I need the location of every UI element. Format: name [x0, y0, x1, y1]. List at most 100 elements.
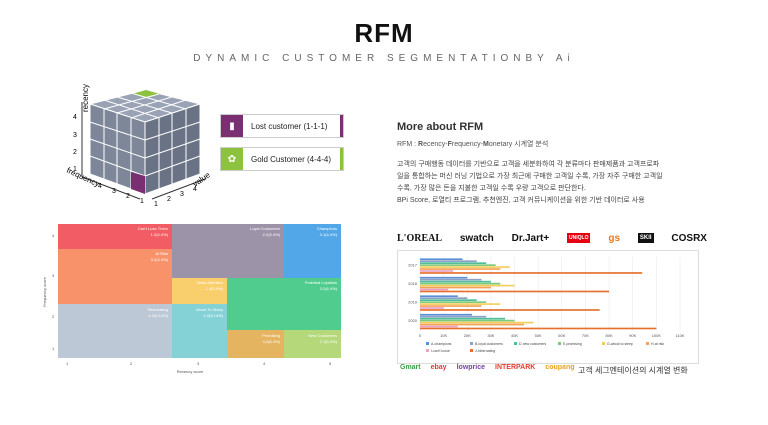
bar-j-hibernating [420, 290, 610, 293]
treemap-xlabel: Recency score [177, 369, 204, 374]
legend-label: H-at risk [651, 342, 664, 346]
bar-b-loyal-customers [420, 260, 477, 263]
logo-interpark: INTERPARK [495, 364, 536, 371]
y-category-label: 2017 [408, 263, 418, 268]
x-tick-label: 80K [606, 333, 613, 338]
value-tick: 2 [167, 196, 171, 203]
segment-pct: 3.2(4.4%) [151, 257, 169, 262]
frequency-tick: 2 [126, 193, 130, 200]
bar-b-loyal-customers [420, 297, 468, 300]
bar-j-hibernating [420, 272, 643, 274]
segment-pct: 4.2(6.4%) [263, 339, 281, 344]
segment-name: Promising [262, 333, 280, 338]
info-panel: More about RFM RFM : Recency-Frequency-M… [397, 121, 727, 207]
segment-cant-lose [58, 224, 172, 249]
x-tick-label: 0 [419, 333, 422, 338]
segment-pct: 3.2(6.4%) [320, 286, 338, 291]
segment-pct: 4.2(6.14%) [148, 313, 168, 318]
treemap-xtick: 1 [66, 361, 69, 366]
segment-pct: 4.2(8.14%) [203, 313, 223, 318]
bar-h-at-risk [420, 268, 501, 270]
segment-potential-loyalists [227, 278, 341, 330]
bar-g-about-to-sleep [420, 284, 515, 287]
legend-label: A-champions [431, 342, 452, 346]
bar-e-promising [420, 319, 515, 322]
segment-promising [227, 330, 284, 358]
bar-g-about-to-sleep [420, 321, 534, 324]
logo-gmarket: Gmart [400, 364, 421, 371]
treemap-ytick: 3 [52, 273, 55, 278]
bar-d-new-customers [420, 317, 506, 320]
segment-new-customers [284, 330, 341, 358]
page-title: RFM [354, 18, 414, 48]
legend-swatch [646, 342, 649, 345]
x-tick-label: 90K [629, 333, 636, 338]
bar-e-promising [420, 282, 501, 285]
treemap-ytick: 2 [52, 314, 55, 319]
brand-loreal: L'OREAL [397, 232, 443, 244]
treemap-ylabel: Frequency score [42, 276, 47, 307]
segment-name: Loyal Customers [250, 226, 280, 231]
page-subtitle: DYNAMIC CUSTOMER SEGMENTATIONBY Ai [193, 53, 575, 64]
legend-label: G-about to sleep [607, 342, 633, 346]
bar-a-champions [420, 313, 472, 316]
treemap-xtick: 3 [197, 361, 200, 366]
logo-lowprice: lowprice [456, 364, 485, 371]
segment-about-to-sleep [172, 304, 227, 358]
legend-swatch [426, 342, 429, 345]
legend-swatch [470, 349, 473, 352]
x-tick-label: 50K [535, 333, 542, 338]
legend-label: I-can't loose [431, 349, 450, 353]
bar-i-can-t-loose [420, 288, 449, 291]
x-tick-label: 40K [511, 333, 518, 338]
rfm-treemap: Can't Lose Them 1.2(4.4%) At Risk 3.2(4.… [42, 224, 341, 374]
legend-lost-customer: ▮ Lost customer (1-1-1) [220, 114, 344, 138]
value-tick: 4 [193, 186, 197, 193]
chart-caption: 고객 세그멘테이션의 시계열 변화 [578, 366, 688, 375]
bar-h-at-risk [420, 286, 491, 289]
bar-e-promising [420, 301, 487, 303]
brand-gs: gs [608, 232, 621, 244]
x-tick-label: 30K [487, 333, 494, 338]
treemap-xtick: 5 [329, 361, 332, 366]
recency-tick: 1 [73, 166, 77, 173]
y-category-label: 2020 [408, 318, 418, 323]
x-tick-label: 10K [440, 333, 447, 338]
legend-swatch [514, 342, 517, 345]
medal-icon: ✿ [221, 148, 243, 170]
bar-i-can-t-loose [420, 307, 444, 309]
treemap-ytick: 1 [52, 346, 55, 351]
segment-trend-chart: 0 10K 20K 30K 40K 50K 60K 70K 80K 90K 100K 110K 2017… [397, 250, 699, 364]
info-body: 고객의 구매행동 데이터를 기반으로 고객을 세분화하여 각 분류마다 판매제품… [397, 161, 663, 204]
legend-lost-label: Lost customer (1-1-1) [251, 121, 328, 131]
value-tick: 1 [154, 201, 158, 208]
bar-h-at-risk [420, 305, 482, 307]
ecommerce-logos: Gmart ebay lowprice INTERPARK coupang [400, 364, 575, 371]
brand-skii: SKII [637, 233, 654, 243]
segment-name: Champions [317, 226, 337, 231]
frequency-tick: 1 [140, 198, 144, 205]
bar-d-new-customers [420, 299, 477, 301]
bar-j-hibernating [420, 309, 600, 311]
bar-g-about-to-sleep [420, 266, 510, 268]
cube-lost-cell [131, 172, 145, 194]
info-heading: More about RFM [397, 121, 484, 133]
y-category-label: 2019 [408, 300, 418, 305]
brand-swatch: swatch [459, 232, 494, 244]
segment-name: Potential Loyalists [305, 280, 337, 285]
door-icon: ▮ [221, 115, 243, 137]
legend-swatch [558, 342, 561, 345]
legend-label: E-promising [563, 342, 582, 346]
bar-b-loyal-customers [420, 278, 482, 281]
x-tick-label: 100K [652, 333, 662, 338]
treemap-xtick: 2 [130, 361, 133, 366]
legend-gold-label: Gold Customer (4-4-4) [251, 154, 332, 164]
x-tick-label: 60K [558, 333, 565, 338]
legend-swatch [470, 342, 473, 345]
brand-logos: L'OREAL swatch Dr.Jart+ UNIQLO gs SKII C… [397, 231, 707, 245]
brand-cosrx: COSRX [671, 232, 707, 244]
bar-b-loyal-customers [420, 315, 487, 318]
legend-label: B-loyal customers [475, 342, 503, 346]
segment-name: About To Sleep [196, 307, 224, 312]
segment-need-attention [172, 278, 227, 304]
